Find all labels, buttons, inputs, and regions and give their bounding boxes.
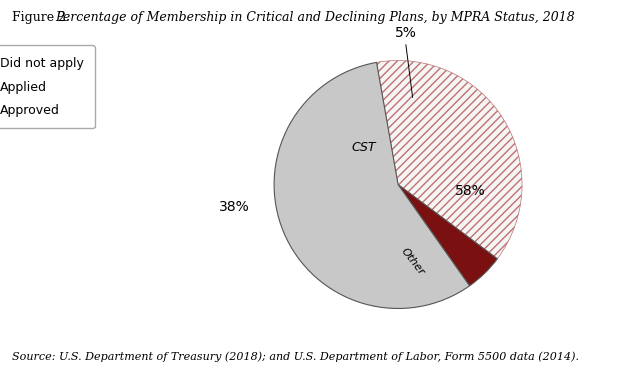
Text: 5%: 5% — [394, 26, 417, 40]
Legend: Did not apply, Applied, Approved: Did not apply, Applied, Approved — [0, 45, 95, 128]
Text: Other: Other — [399, 246, 427, 277]
Wedge shape — [274, 62, 470, 308]
Text: Source: U.S. Department of Treasury (2018); and U.S. Department of Labor, Form 5: Source: U.S. Department of Treasury (201… — [12, 351, 580, 362]
Wedge shape — [376, 61, 522, 259]
Text: 38%: 38% — [219, 200, 250, 214]
Wedge shape — [398, 184, 498, 286]
Text: Figure 2.: Figure 2. — [12, 11, 78, 24]
Text: Percentage of Membership in Critical and Declining Plans, by MPRA Status, 2018: Percentage of Membership in Critical and… — [55, 11, 575, 24]
Text: 58%: 58% — [455, 184, 485, 198]
Text: CST: CST — [351, 141, 376, 154]
